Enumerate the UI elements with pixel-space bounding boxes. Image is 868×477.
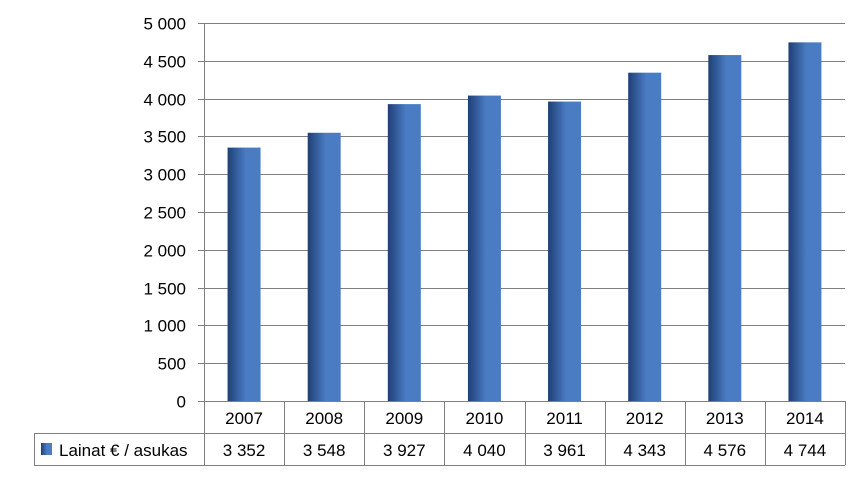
data-table-value: 3 927	[383, 441, 426, 460]
x-category-label: 2014	[786, 409, 824, 428]
bar	[708, 55, 742, 401]
bar	[307, 132, 341, 402]
x-category-label: 2007	[225, 409, 263, 428]
y-tick-label: 1 000	[143, 317, 186, 336]
bar	[548, 101, 582, 401]
y-tick-label: 500	[158, 355, 186, 374]
y-tick-label: 2 000	[143, 242, 186, 261]
y-tick-label: 3 000	[143, 166, 186, 185]
x-category-label: 2009	[385, 409, 423, 428]
y-tick-label: 2 500	[143, 204, 186, 223]
data-table-value: 4 744	[784, 441, 827, 460]
y-axis-tick-labels: 0 500 1 000 1 500 2 000 2 500 3 000 3 500 4 000 4…	[143, 15, 186, 412]
bars	[227, 42, 822, 402]
data-table-value: 3 548	[303, 441, 346, 460]
y-tick-label: 0	[177, 393, 186, 412]
gridlines	[34, 23, 846, 466]
data-table-value: 3 352	[223, 441, 266, 460]
bar	[387, 104, 421, 401]
legend-series-name: Lainat € / asukas	[59, 441, 188, 460]
x-category-label: 2011	[546, 409, 583, 428]
y-tick-label: 4 500	[143, 53, 186, 72]
legend-swatch	[41, 443, 52, 455]
x-category-label: 2013	[706, 409, 744, 428]
x-category-label: 2008	[305, 409, 343, 428]
y-tick-label: 1 500	[143, 280, 186, 299]
bar	[227, 147, 261, 401]
bar	[788, 42, 822, 401]
bar	[467, 95, 501, 402]
data-table-value: 3 961	[543, 441, 586, 460]
bar	[628, 72, 662, 402]
y-tick-label: 5 000	[143, 15, 186, 34]
data-table-value: 4 343	[623, 441, 666, 460]
y-tick-label: 3 500	[143, 128, 186, 147]
data-table: 2007 2008 2009 2010 2011 2012 2013 2014 3 352 3 5…	[41, 409, 826, 460]
x-category-label: 2012	[626, 409, 664, 428]
data-table-value: 4 576	[704, 441, 747, 460]
x-category-label: 2010	[466, 409, 504, 428]
data-table-value: 4 040	[463, 441, 506, 460]
y-tick-label: 4 000	[143, 91, 186, 110]
